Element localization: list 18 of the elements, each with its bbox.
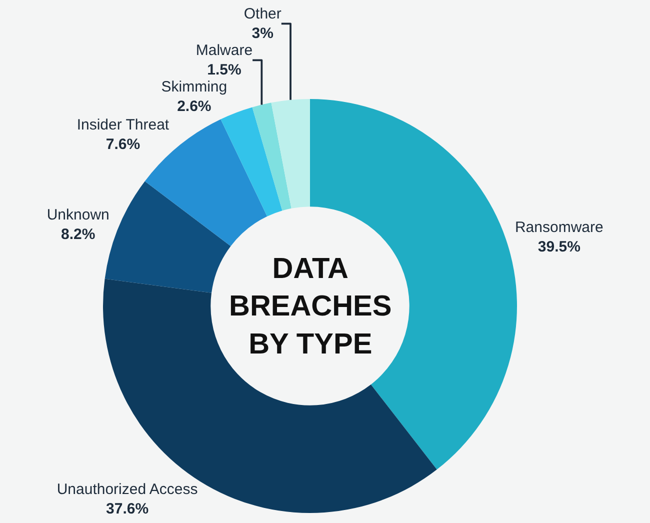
- data-label: 2.6%: [177, 98, 212, 115]
- data-label: 37.6%: [106, 500, 149, 518]
- slice-label: Malware: [196, 42, 253, 59]
- data-label: 1.5%: [207, 61, 242, 78]
- text: DATA BREACHES BY TYPE: [229, 253, 392, 360]
- slice-label: Unauthorized Access: [56, 480, 198, 498]
- donut-slice: [252, 102, 292, 211]
- slice-label: Insider Threat: [76, 116, 170, 134]
- data-label: 7.6%: [106, 136, 140, 153]
- data-label: 8.2%: [61, 226, 96, 244]
- data-label: 3%: [252, 24, 274, 42]
- slice-label: Unknown: [46, 206, 110, 224]
- slice-label: Skimming: [161, 78, 228, 96]
- slice-label: Other: [244, 5, 282, 22]
- donut-slice: [220, 107, 282, 216]
- data-label: 39.5%: [538, 238, 580, 256]
- slice-label: Ransomware: [514, 218, 604, 236]
- donut-slice: [271, 99, 310, 208]
